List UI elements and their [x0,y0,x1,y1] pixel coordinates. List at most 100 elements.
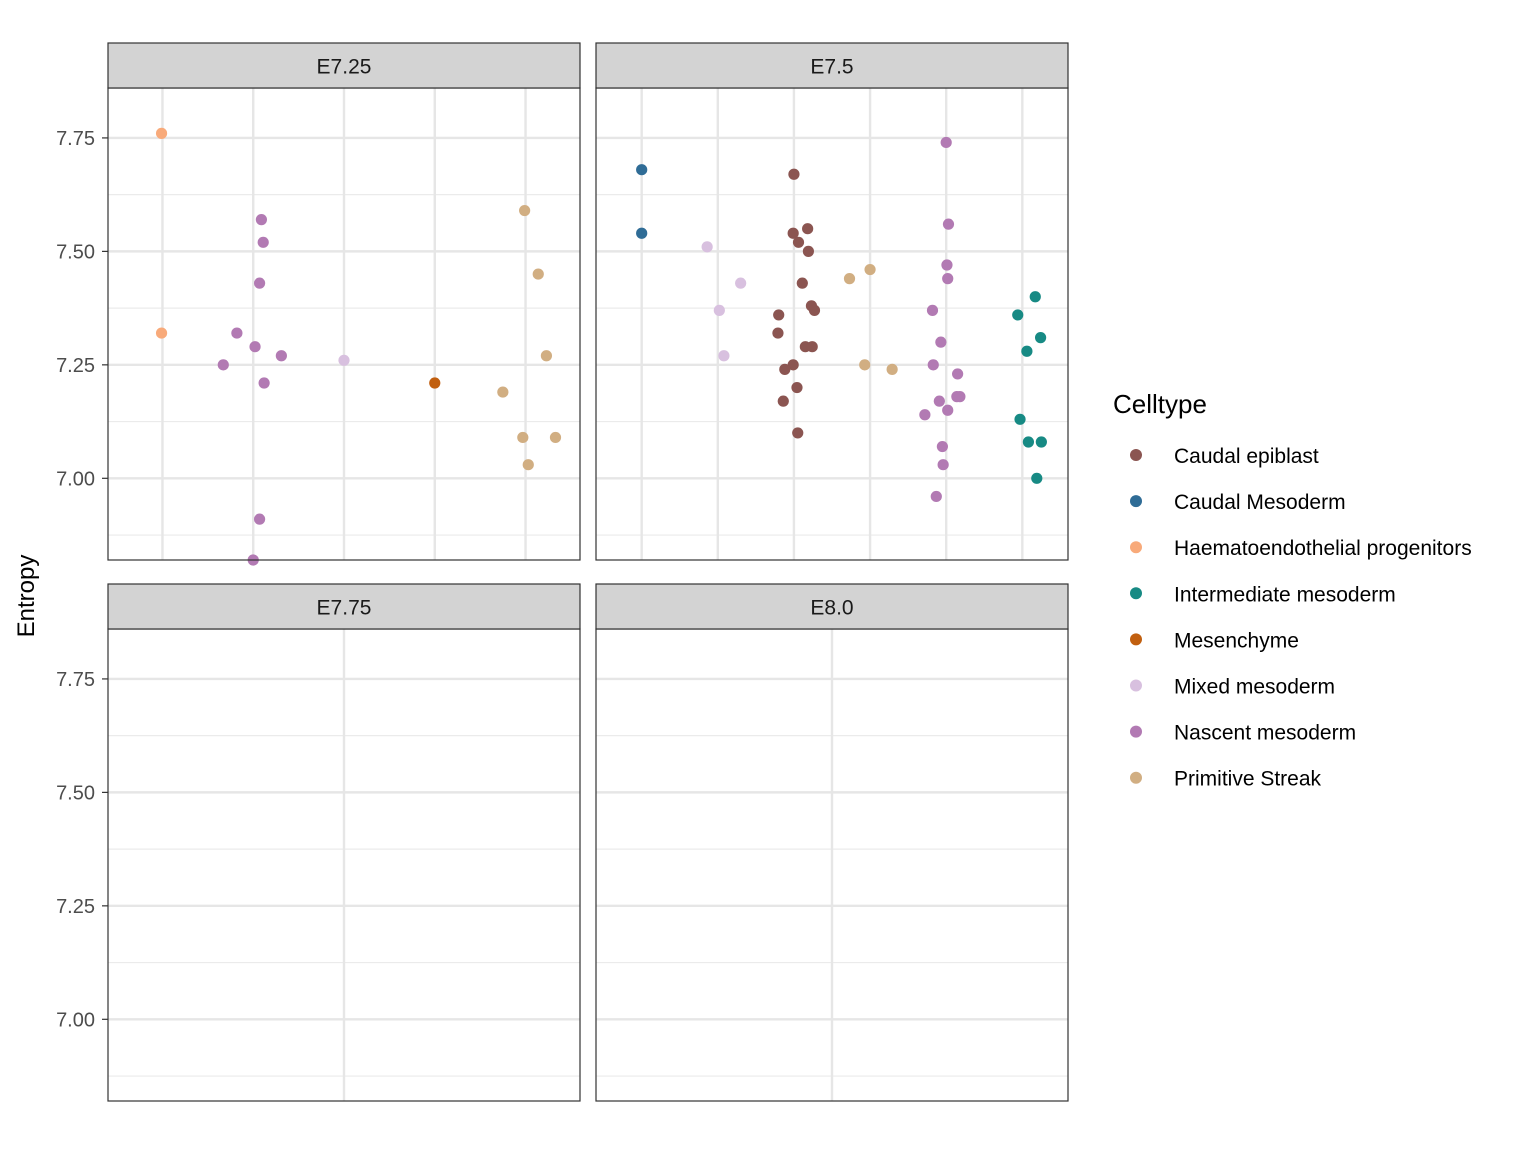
legend-label: Primitive Streak [1174,768,1322,791]
data-point [249,341,261,353]
panel-background [596,88,1068,560]
data-point [919,409,931,421]
data-point [791,381,803,394]
legend-item: Caudal epiblast [1130,445,1319,468]
data-point [217,359,229,371]
data-point [792,427,804,439]
y-tick-label: 7.00 [56,1009,95,1031]
legend-label: Mixed mesoderm [1174,676,1335,699]
data-point [788,168,800,180]
legend-item: Nascent mesoderm [1130,722,1356,745]
legend-key [1130,541,1142,554]
facet-strip-label: E8.0 [810,597,853,620]
legend-item: Mixed mesoderm [1130,676,1335,699]
data-point [796,277,808,289]
data-point [275,350,287,362]
data-point [1035,436,1047,448]
facet-panel: E8.0 [595,583,1069,1102]
y-axis-label: Entropy [13,555,40,638]
data-point [636,227,648,239]
facet-strip-label: E7.5 [810,56,853,79]
legend-label: Caudal Mesoderm [1174,491,1346,514]
data-point [1022,436,1035,448]
facet-strip [107,583,581,630]
data-point [258,377,270,389]
data-point [1014,413,1026,425]
legend-key [1130,449,1142,461]
facet-strip [107,42,581,89]
legend-label: Mesenchyme [1174,629,1299,652]
data-point [253,513,266,525]
facet-strip-label: E7.25 [317,56,372,79]
facet-panel: E7.5 [595,42,1069,561]
data-point [859,359,871,371]
data-point [802,223,814,235]
data-point [1031,472,1043,484]
data-point [1034,332,1047,344]
data-point [787,227,799,239]
data-point [787,359,799,371]
facet-panel: E7.25 [107,42,581,566]
data-point [941,259,953,271]
data-point [718,350,730,362]
data-point [701,241,713,253]
data-point [772,327,784,339]
data-point [338,354,350,366]
data-point [735,277,747,289]
legend-key [1130,771,1142,784]
data-point [522,459,534,471]
data-point [532,268,544,280]
data-point [429,377,441,389]
data-point [253,277,266,289]
y-tick-label: 7.25 [56,896,95,918]
facet-strip [595,42,1069,89]
legend-item: Mesenchyme [1130,629,1299,652]
data-point [779,363,791,375]
data-point [802,245,815,257]
data-point [864,263,876,276]
legend-label: Nascent mesoderm [1174,722,1356,745]
data-point [549,431,562,444]
data-point [843,273,856,285]
y-tick-label: 7.25 [56,355,95,377]
data-point [942,404,954,416]
legend-title: Celltype [1113,389,1207,419]
data-point [155,127,168,139]
data-point [808,304,821,316]
facet-panel: E7.75 [107,583,581,1102]
y-tick-label: 7.50 [56,782,95,804]
data-point [927,359,939,371]
legend-key [1130,495,1142,508]
data-point [257,236,269,248]
data-point [497,386,509,398]
legend: Celltype Caudal epiblast Caudal Mesoderm Ha… [1113,389,1472,791]
data-point [713,304,725,316]
data-point [255,214,267,226]
legend-key [1130,679,1142,692]
legend-item: Caudal Mesoderm [1130,491,1346,514]
data-point [777,395,789,407]
data-point [942,273,954,285]
legend-key [1130,587,1142,600]
data-point [940,136,952,149]
data-point [952,368,964,380]
data-point [806,341,818,353]
data-point [773,309,785,321]
data-point [886,363,898,375]
facet-strip-label: E7.75 [317,597,372,620]
legend-item: Haematoendothelial progenitors [1130,537,1472,560]
facet-strip [595,583,1069,630]
y-tick-label: 7.50 [56,241,95,263]
data-point [935,336,947,348]
data-point [636,164,648,176]
data-point [517,431,529,444]
y-tick-label: 7.00 [56,468,95,490]
data-point [1012,309,1024,321]
data-point [926,304,939,316]
y-tick-label: 7.75 [56,128,95,150]
y-tick-label: 7.75 [56,669,95,691]
legend-label: Haematoendothelial progenitors [1174,537,1472,560]
data-point [231,327,243,339]
y-axes: 7.00 7.25 7.50 7.75 7.00 7.25 7.50 7.75 [56,128,108,1031]
